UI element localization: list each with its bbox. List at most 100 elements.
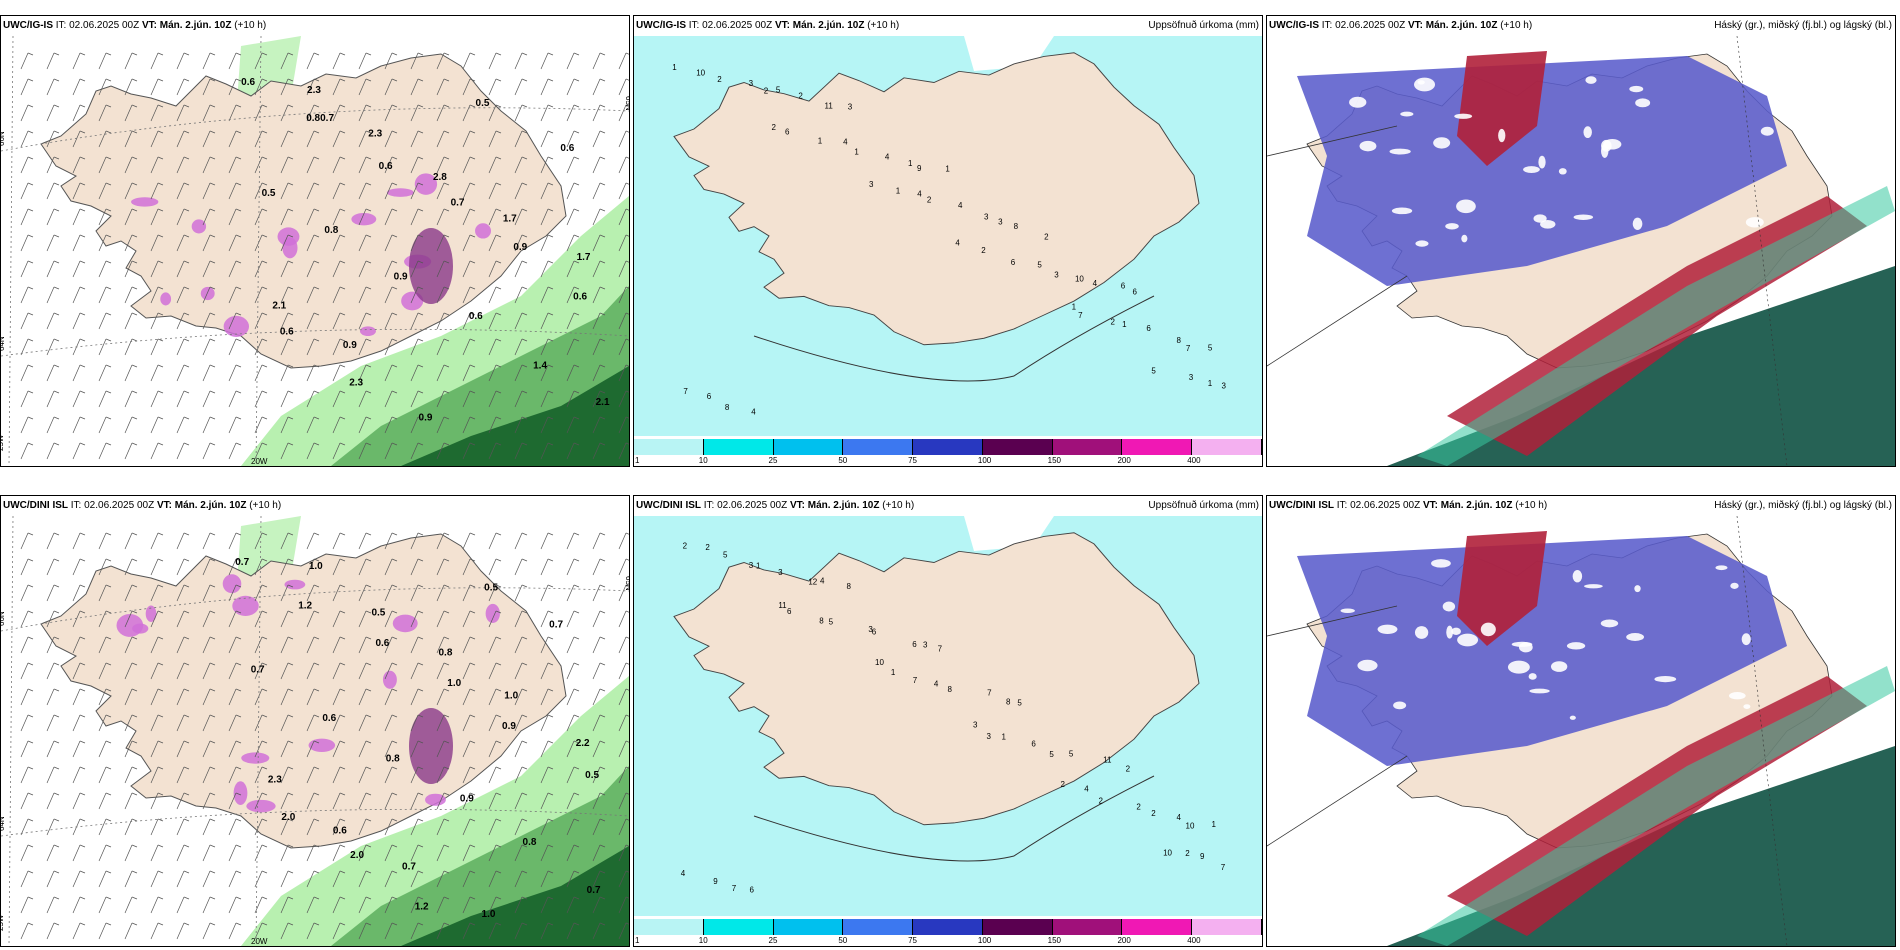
wind-barb xyxy=(124,78,138,96)
wind-barb xyxy=(228,234,242,252)
wind-barb xyxy=(202,714,216,732)
cloud-gap xyxy=(1451,627,1461,635)
wind-barb xyxy=(488,416,502,434)
wind-barb xyxy=(72,844,86,862)
wind-barb xyxy=(20,390,34,408)
wind-barb xyxy=(358,584,372,602)
wind-barb xyxy=(358,766,372,784)
wind-barb xyxy=(462,312,476,330)
wind-barb xyxy=(384,130,398,148)
wind-barb xyxy=(384,818,398,836)
precip-amount-label: 4 xyxy=(1093,279,1098,288)
wind-barb xyxy=(514,688,528,706)
wind-barb xyxy=(384,922,398,940)
wind-barb xyxy=(202,558,216,576)
colorbar-tick-label: 100 xyxy=(977,456,992,465)
wind-barb xyxy=(280,662,294,680)
precip-amount-label: 4 xyxy=(1177,813,1182,822)
wind-barb xyxy=(72,156,86,174)
wind-barb xyxy=(46,182,60,200)
convective-cell xyxy=(222,574,242,594)
wind-barb xyxy=(488,390,502,408)
wind-barb xyxy=(176,636,190,654)
precip-amount-label: 7 xyxy=(683,387,688,396)
wind-barb xyxy=(254,714,268,732)
wind-barb xyxy=(20,234,34,252)
wind-barb xyxy=(566,688,580,706)
wind-barb xyxy=(228,338,242,356)
cloud-gap xyxy=(1461,234,1468,243)
convective-cell xyxy=(284,579,306,590)
wind-barb xyxy=(592,156,606,174)
precip-value-label: 0.7 xyxy=(402,861,416,872)
wind-barb xyxy=(46,52,60,70)
it-label: IT: xyxy=(1321,20,1333,31)
wind-barb xyxy=(150,714,164,732)
precip-value-label: 1.0 xyxy=(447,678,461,689)
wind-barb xyxy=(618,104,629,122)
wind-shade-dark xyxy=(401,846,629,946)
wind-barb xyxy=(176,338,190,356)
wind-barb xyxy=(462,260,476,278)
wind-barb xyxy=(20,610,34,628)
wind-barb xyxy=(566,234,580,252)
convective-core xyxy=(409,228,453,304)
wind-barb xyxy=(514,234,528,252)
precip-value-label: 0.8 xyxy=(324,225,338,236)
wind-barb xyxy=(228,558,242,576)
wind-barb xyxy=(514,766,528,784)
wind-barb xyxy=(462,416,476,434)
wind-barb xyxy=(410,740,424,758)
wind-barb xyxy=(228,364,242,382)
wind-barb xyxy=(384,182,398,200)
cloud-gap xyxy=(1558,168,1567,175)
colorbar-swatch xyxy=(773,919,844,935)
wind-barb xyxy=(592,182,606,200)
wind-barb xyxy=(592,52,606,70)
wind-map: 66N 65N 64N 25W 20W 0.7 1.2 0.6 1.0 0.9 0.5 2.0 2.0 1… xyxy=(1,516,629,946)
wind-barb xyxy=(540,792,554,810)
wind-barb xyxy=(280,636,294,654)
cloud-gap xyxy=(1417,80,1425,85)
wind-barb xyxy=(462,610,476,628)
wind-barb xyxy=(384,208,398,226)
wind-barb xyxy=(618,844,629,862)
wind-barb xyxy=(332,312,346,330)
precip-map: 2111032102613425871293546271385243675491… xyxy=(634,516,1262,916)
wind-barb xyxy=(280,312,294,330)
wind-barb xyxy=(20,312,34,330)
precip-amount-label: 7 xyxy=(1078,311,1083,320)
wind-barb xyxy=(488,338,502,356)
wind-barb xyxy=(514,896,528,914)
wind-barb xyxy=(254,52,268,70)
wind-barb xyxy=(618,584,629,602)
precip-amount-label: 2 xyxy=(717,75,722,84)
wind-barb xyxy=(150,130,164,148)
wind-barb xyxy=(202,688,216,706)
wind-barb xyxy=(332,662,346,680)
wind-barb xyxy=(384,688,398,706)
wind-barb xyxy=(514,870,528,888)
cloud-gap xyxy=(1433,137,1451,149)
wind-barb xyxy=(488,156,502,174)
wind-barb xyxy=(202,260,216,278)
wind-barb xyxy=(280,52,294,70)
wind-barb xyxy=(176,558,190,576)
wind-barb xyxy=(176,78,190,96)
precip-value-label: 2.1 xyxy=(596,397,610,408)
precip-amount-label: 6 xyxy=(787,607,792,616)
precip-amount-label: 9 xyxy=(917,164,922,173)
wind-barb xyxy=(592,870,606,888)
wind-barb xyxy=(592,844,606,862)
precip-amount-label: 3 xyxy=(973,721,978,730)
wind-barb xyxy=(254,156,268,174)
precip-amount-label: 1 xyxy=(1072,302,1077,311)
wind-barb xyxy=(618,662,629,680)
wind-barb xyxy=(280,156,294,174)
wind-barb xyxy=(332,870,346,888)
colorbar-swatch xyxy=(1052,919,1123,935)
convective-cell xyxy=(392,614,418,633)
cloud-gap xyxy=(1431,559,1451,568)
wind-barb xyxy=(202,870,216,888)
wind-barb xyxy=(124,636,138,654)
